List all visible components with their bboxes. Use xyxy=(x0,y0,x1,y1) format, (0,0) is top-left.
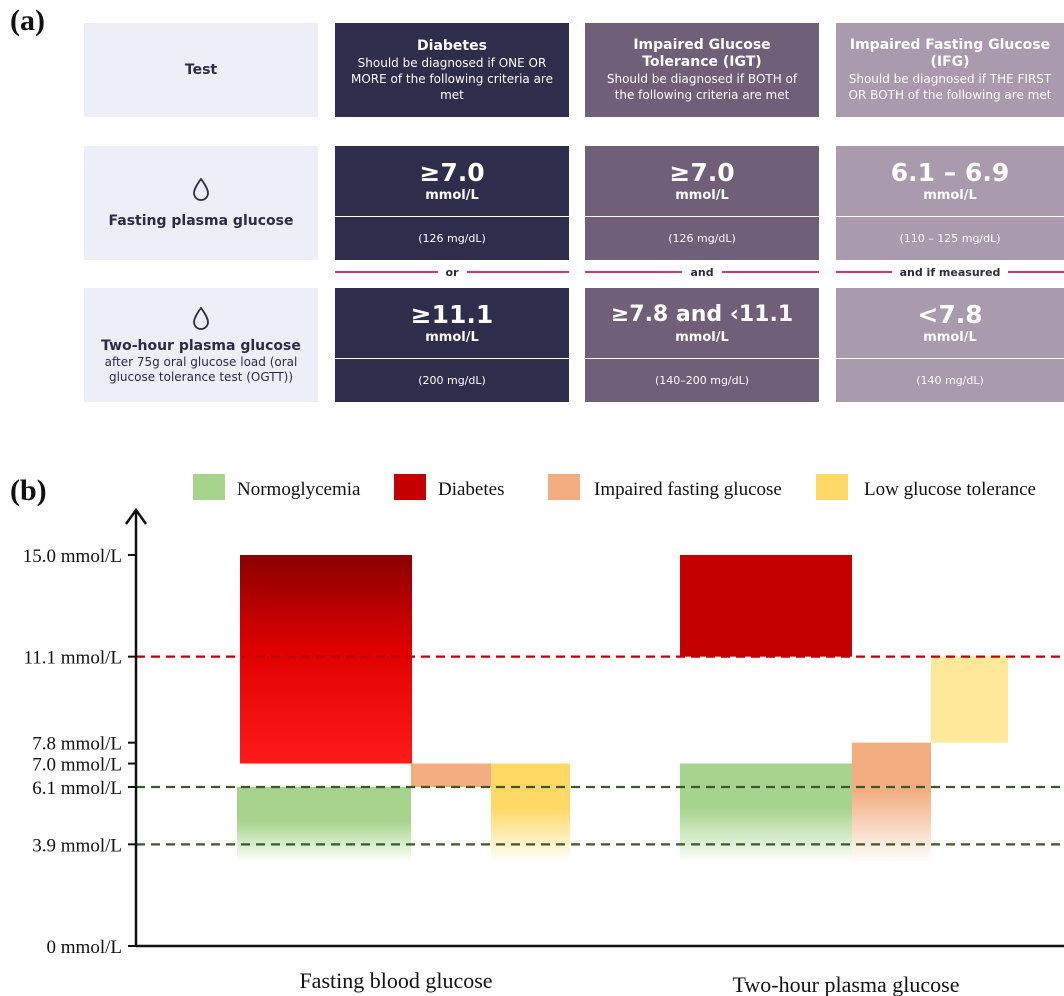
bar-normoglycemia-twohour xyxy=(680,763,852,863)
fasting-diabetes-value: ≥7.0 xyxy=(419,157,485,187)
twohour-igt-cell: ≥7.8 and ‹11.1 mmol/L (140–200 mg/dL) xyxy=(585,288,819,402)
fasting-diabetes-mg: (126 mg/dL) xyxy=(418,231,486,245)
twohour-diabetes-divider xyxy=(335,358,569,359)
fasting-diabetes-unit: mmol/L xyxy=(425,187,479,203)
header-ifg-title: Impaired Fasting Glucose (IFG) xyxy=(849,37,1051,70)
twohour-ifg-cell: <7.8 mmol/L (140 mg/dL) xyxy=(836,288,1064,402)
header-ifg-desc: Should be diagnosed if THE FIRST OR BOTH… xyxy=(848,72,1052,102)
fasting-test-cell: Fasting plasma glucose xyxy=(84,146,318,260)
y-tick-label-2: 6.1 mmol/L xyxy=(32,778,122,799)
y-tick-label-6: 15.0 mmol/L xyxy=(23,546,122,567)
header-diabetes-desc: Should be diagnosed if ONE OR MORE of th… xyxy=(351,55,553,102)
connector-ifg-text: and if measured xyxy=(891,265,1009,279)
twohour-igt-mg: (140–200 mg/dL) xyxy=(654,373,750,387)
legend-swatch-diabetes xyxy=(394,474,426,500)
twohour-test-name: Two-hour plasma glucose xyxy=(101,337,301,354)
twohour-ifg-divider xyxy=(836,358,1064,359)
fasting-igt-mg: (126 mg/dL) xyxy=(668,231,736,245)
twohour-diabetes-mg: (200 mg/dL) xyxy=(418,373,486,387)
connector-diabetes: or xyxy=(335,265,570,279)
fasting-igt-value: ≥7.0 xyxy=(669,157,735,187)
header-diabetes-title: Diabetes xyxy=(417,37,487,54)
legend-swatch-normoglycemia xyxy=(193,474,225,500)
fasting-ifg-unit: mmol/L xyxy=(923,187,977,203)
fasting-ifg-divider xyxy=(836,216,1064,217)
twohour-igt-divider xyxy=(585,358,819,359)
twohour-diabetes-unit: mmol/L xyxy=(425,329,479,345)
header-ifg-cell: Impaired Fasting Glucose (IFG) Should be… xyxy=(836,23,1064,117)
legend-label-low-tolerance: Low glucose tolerance xyxy=(864,479,1036,500)
y-tick-label-5: 11.1 mmol/L xyxy=(23,648,122,669)
connector-igt-text: and xyxy=(682,265,722,279)
y-tick-label-3: 7.0 mmol/L xyxy=(32,755,122,776)
fasting-igt-divider xyxy=(585,216,819,217)
y-axis-arrow xyxy=(124,507,148,525)
bar-diabetes-fasting xyxy=(240,555,412,764)
y-ticks-layer: 0 mmol/L 3.9 mmol/L 6.1 mmol/L7.0 mmol/L7.… xyxy=(23,546,136,958)
header-diabetes-cell: Diabetes Should be diagnosed if ONE OR M… xyxy=(335,23,569,117)
twohour-diabetes-value: ≥11.1 xyxy=(410,299,494,329)
legend-label-normoglycemia: Normoglycemia xyxy=(237,479,361,500)
legend-label-diabetes: Diabetes xyxy=(438,479,504,500)
x-category-twohour: Two-hour plasma glucose xyxy=(733,972,960,996)
header-test-label: Test xyxy=(184,61,218,78)
twohour-igt-unit: mmol/L xyxy=(675,329,729,345)
y-tick-label-4: 7.8 mmol/L xyxy=(32,734,122,755)
twohour-ifg-unit: mmol/L xyxy=(923,329,977,345)
connector-igt: and xyxy=(585,265,820,279)
fasting-ifg-mg: (110 – 125 mg/dL) xyxy=(899,231,1001,245)
header-igt-cell: Impaired Glucose Tolerance (IGT) Should … xyxy=(585,23,819,117)
fasting-ifg-cell: 6.1 – 6.9 mmol/L (110 – 125 mg/dL) xyxy=(836,146,1064,260)
connector-diabetes-text: or xyxy=(437,265,467,279)
fasting-test-name: Fasting plasma glucose xyxy=(108,212,294,229)
fasting-igt-unit: mmol/L xyxy=(675,187,729,203)
header-igt-desc: Should be diagnosed if BOTH of the follo… xyxy=(606,72,798,102)
bar-normoglycemia-fasting xyxy=(237,786,411,863)
header-test-cell: Test xyxy=(84,23,318,117)
fasting-igt-cell: ≥7.0 mmol/L (126 mg/dL) xyxy=(585,146,819,260)
x-category-fasting: Fasting blood glucose xyxy=(299,968,492,993)
twohour-test-cell: Two-hour plasma glucose after 75g oral g… xyxy=(84,288,318,402)
reference-lines-layer xyxy=(136,655,1064,846)
panel-b-label: (b) xyxy=(10,474,47,507)
twohour-ifg-mg: (140 mg/dL) xyxy=(916,373,984,387)
glucose-range-chart: (b) Normoglycemia Diabetes Impaired fast… xyxy=(10,474,1064,996)
twohour-test-sub: after 75g oral glucose load (oral glucos… xyxy=(104,354,298,384)
connector-ifg: and if measured xyxy=(836,265,1064,279)
fasting-diabetes-divider xyxy=(335,216,569,217)
bar-low-tolerance-fasting xyxy=(491,763,570,863)
drop-icon xyxy=(193,306,209,330)
bar-ifg-fasting xyxy=(411,763,491,787)
header-igt-title: Impaired Glucose Tolerance (IGT) xyxy=(633,37,771,70)
legend-label-ifg: Impaired fasting glucose xyxy=(594,479,782,500)
panel-a-label: (a) xyxy=(10,4,45,37)
fasting-ifg-value: 6.1 – 6.9 xyxy=(890,157,1010,187)
bar-ifg-twohour xyxy=(852,742,931,863)
fasting-diabetes-cell: ≥7.0 mmol/L (126 mg/dL) xyxy=(335,146,569,260)
twohour-ifg-value: <7.8 xyxy=(917,299,983,329)
bars-layer xyxy=(237,555,1008,863)
legend-swatch-low-tolerance xyxy=(816,474,848,500)
y-tick-label-0: 0 mmol/L xyxy=(47,937,122,958)
twohour-igt-value: ≥7.8 and ‹11.1 xyxy=(610,301,794,327)
twohour-diabetes-cell: ≥11.1 mmol/L (200 mg/dL) xyxy=(335,288,569,402)
legend-swatch-ifg xyxy=(548,474,580,500)
bar-diabetes-twohour xyxy=(680,555,852,657)
bar-low-tolerance-twohour xyxy=(931,656,1008,743)
drop-icon xyxy=(193,177,209,201)
y-tick-label-1: 3.9 mmol/L xyxy=(32,835,122,856)
